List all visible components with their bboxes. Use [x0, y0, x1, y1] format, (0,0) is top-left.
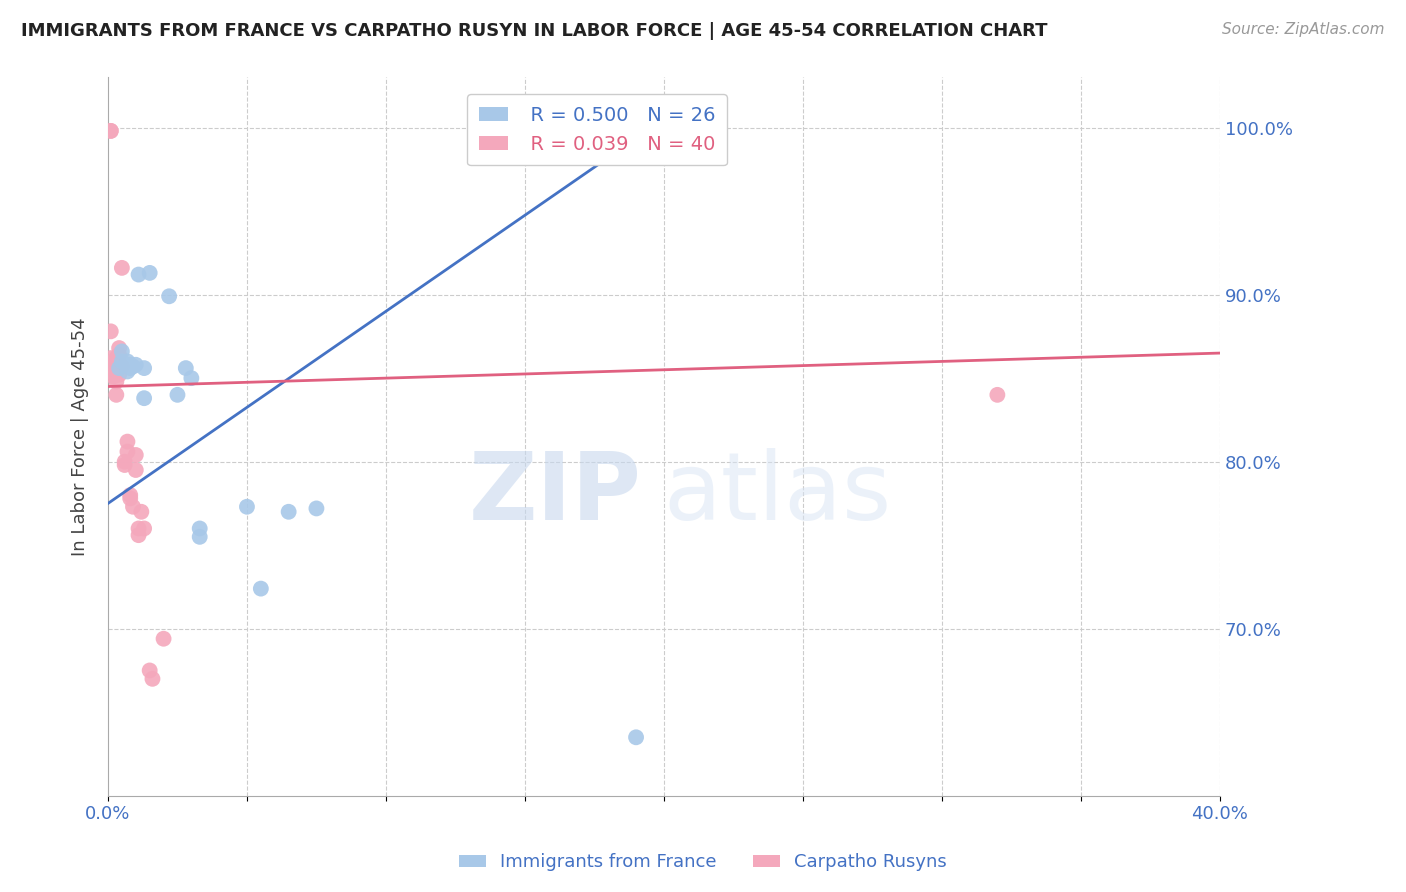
- Point: [120, 491, 142, 506]
- Point: [105, 358, 128, 372]
- Point: [103, 354, 125, 368]
- Point: [180, 371, 202, 385]
- Point: [108, 368, 131, 382]
- Point: [108, 348, 131, 362]
- Point: [134, 391, 156, 405]
- Point: [117, 444, 139, 458]
- Text: atlas: atlas: [664, 448, 891, 540]
- Point: [120, 358, 142, 372]
- Point: [508, 124, 530, 138]
- Point: [128, 528, 150, 542]
- Point: [277, 505, 299, 519]
- Point: [624, 731, 647, 745]
- Point: [128, 521, 150, 535]
- Point: [120, 488, 142, 502]
- Point: [111, 260, 134, 275]
- Point: [134, 361, 156, 376]
- Point: [138, 266, 160, 280]
- Point: [125, 358, 148, 372]
- Point: [100, 124, 122, 138]
- Point: [134, 521, 156, 535]
- Point: [111, 359, 134, 374]
- Point: [122, 359, 145, 374]
- Point: [188, 521, 211, 535]
- Point: [141, 672, 163, 686]
- Point: [108, 361, 131, 376]
- Point: [138, 664, 160, 678]
- Point: [105, 375, 128, 389]
- Text: ZIP: ZIP: [468, 448, 641, 540]
- Point: [108, 341, 131, 355]
- Point: [157, 289, 180, 303]
- Point: [103, 366, 125, 380]
- Text: Source: ZipAtlas.com: Source: ZipAtlas.com: [1222, 22, 1385, 37]
- Point: [100, 351, 122, 365]
- Point: [128, 268, 150, 282]
- Point: [250, 582, 273, 596]
- Point: [305, 501, 328, 516]
- Point: [105, 361, 128, 376]
- Legend: Immigrants from France, Carpatho Rusyns: Immigrants from France, Carpatho Rusyns: [451, 847, 955, 879]
- Legend:   R = 0.500   N = 26,   R = 0.039   N = 40: R = 0.500 N = 26, R = 0.039 N = 40: [467, 95, 727, 165]
- Point: [114, 455, 136, 469]
- Point: [152, 632, 174, 646]
- Y-axis label: In Labor Force | Age 45-54: In Labor Force | Age 45-54: [72, 318, 89, 556]
- Point: [111, 354, 134, 368]
- Point: [105, 388, 128, 402]
- Point: [108, 358, 131, 372]
- Point: [103, 358, 125, 372]
- Point: [105, 351, 128, 365]
- Point: [114, 458, 136, 472]
- Point: [125, 448, 148, 462]
- Point: [174, 361, 197, 376]
- Point: [131, 505, 153, 519]
- Point: [111, 344, 134, 359]
- Point: [117, 434, 139, 449]
- Text: IMMIGRANTS FROM FRANCE VS CARPATHO RUSYN IN LABOR FORCE | AGE 45-54 CORRELATION : IMMIGRANTS FROM FRANCE VS CARPATHO RUSYN…: [21, 22, 1047, 40]
- Point: [117, 364, 139, 378]
- Point: [166, 388, 188, 402]
- Point: [103, 369, 125, 384]
- Point: [122, 500, 145, 514]
- Point: [120, 361, 142, 376]
- Point: [100, 324, 122, 338]
- Point: [236, 500, 259, 514]
- Point: [188, 530, 211, 544]
- Point: [117, 354, 139, 368]
- Point: [100, 124, 122, 138]
- Point: [125, 463, 148, 477]
- Point: [986, 388, 1008, 402]
